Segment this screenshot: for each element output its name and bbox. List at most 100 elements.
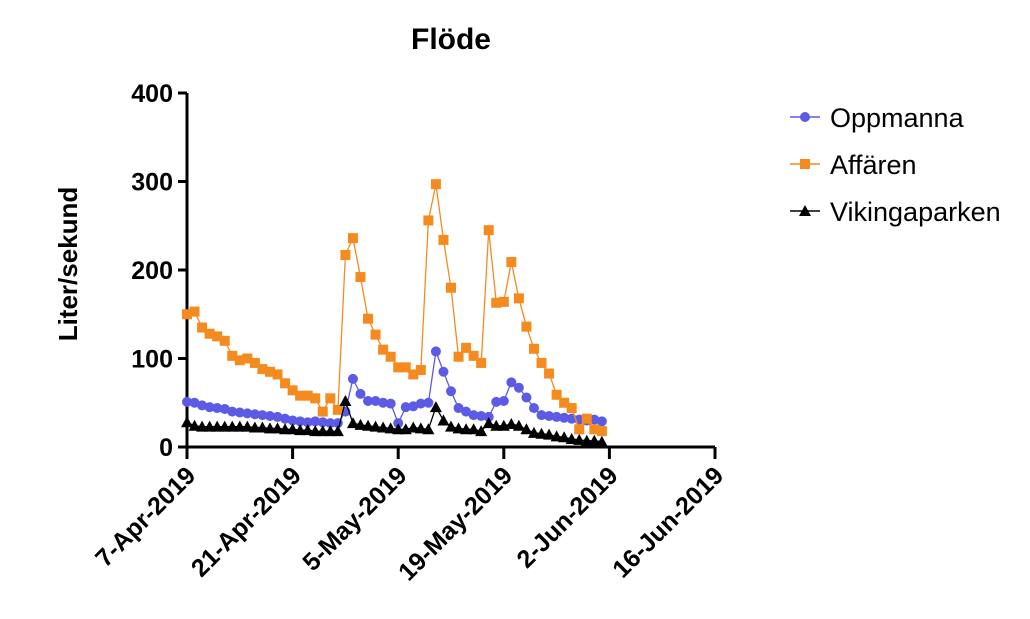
y-ticks: 0 100 200 300 400: [131, 80, 187, 462]
data-point: [287, 415, 298, 426]
data-point: [257, 410, 268, 421]
data-point: [438, 366, 449, 377]
data-point: [452, 422, 465, 434]
data-point: [280, 413, 291, 424]
data-point: [400, 362, 411, 373]
data-point: [491, 396, 502, 407]
data-point: [219, 403, 230, 414]
data-point: [415, 398, 426, 409]
data-point: [182, 396, 192, 407]
data-point: [355, 272, 366, 283]
x-tick-label: 21-Apr-2019: [186, 461, 307, 582]
data-point: [309, 425, 322, 437]
data-point: [415, 365, 426, 376]
data-point: [482, 417, 495, 429]
data-point: [301, 424, 314, 436]
data-point: [294, 424, 307, 436]
data-point: [574, 424, 585, 435]
data-point: [263, 422, 276, 434]
data-point: [453, 403, 464, 414]
data-point: [378, 344, 389, 355]
data-point: [558, 431, 571, 443]
data-point: [468, 410, 479, 421]
data-point: [505, 417, 518, 429]
data-point: [256, 421, 269, 433]
data-point: [385, 398, 396, 409]
data-point: [393, 362, 404, 373]
data-point: [430, 346, 441, 357]
data-point: [506, 257, 517, 268]
data-point: [596, 416, 607, 427]
data-point: [483, 225, 494, 236]
data-point: [204, 402, 215, 413]
data-point: [325, 393, 336, 404]
data-point: [550, 430, 563, 442]
data-point: [241, 420, 254, 432]
legend-label: Vikingaparken: [830, 197, 1001, 227]
data-point: [475, 425, 488, 437]
y-tick-label: 0: [159, 434, 173, 462]
data-point: [310, 393, 321, 404]
data-point: [354, 418, 367, 430]
data-point: [491, 297, 502, 308]
data-point: [581, 413, 592, 424]
x-tick-label: 7-Apr-2019: [90, 461, 201, 572]
series-aff-ren: [182, 179, 607, 437]
data-point: [369, 420, 382, 432]
x-tick-label: 16-Jun-2019: [607, 461, 729, 583]
data-point: [438, 234, 449, 245]
data-point: [271, 422, 284, 434]
data-point: [596, 426, 607, 437]
data-point: [242, 353, 253, 364]
y-tick-label: 400: [131, 80, 173, 108]
data-point: [234, 355, 245, 366]
data-point: [589, 414, 600, 425]
legend-item-aff-ren: Affären: [790, 150, 917, 180]
data-point: [408, 369, 419, 380]
data-point: [317, 417, 328, 428]
data-point: [512, 419, 525, 431]
series-layer: [181, 179, 608, 447]
data-point: [219, 335, 230, 346]
y-tick-label: 100: [131, 346, 173, 374]
data-point: [346, 417, 359, 429]
data-point: [528, 403, 539, 414]
data-point: [249, 409, 260, 420]
data-point: [227, 406, 238, 417]
data-point: [520, 423, 533, 435]
data-point: [363, 395, 374, 406]
data-point: [543, 428, 556, 440]
data-point: [437, 414, 450, 426]
data-point: [551, 389, 562, 400]
data-point: [536, 357, 547, 368]
data-point: [446, 282, 456, 293]
x-tick-label: 2-Jun-2019: [511, 461, 623, 573]
data-point: [580, 434, 593, 446]
data-point: [331, 425, 344, 437]
data-point: [544, 411, 555, 422]
data-point: [332, 404, 343, 415]
data-point: [257, 364, 268, 375]
y-axis-label: Liter/sekund: [53, 187, 83, 342]
x-tick-label: 19-May-2019: [393, 461, 518, 586]
data-point: [551, 411, 562, 422]
data-point: [211, 420, 224, 432]
data-point: [453, 351, 464, 362]
data-point: [324, 425, 337, 437]
data-point: [384, 422, 397, 434]
data-point: [218, 420, 231, 432]
legend-item-vikingaparken: Vikingaparken: [790, 197, 1001, 227]
data-point: [347, 233, 358, 244]
data-point: [589, 424, 600, 435]
legend-label: Affären: [830, 150, 917, 180]
data-point: [468, 350, 479, 361]
data-point: [310, 416, 321, 427]
data-point: [559, 397, 570, 408]
data-point: [476, 357, 487, 368]
data-point: [355, 388, 366, 399]
data-point: [339, 394, 352, 406]
data-point: [461, 406, 472, 417]
data-point: [325, 418, 336, 429]
data-point: [422, 423, 435, 435]
